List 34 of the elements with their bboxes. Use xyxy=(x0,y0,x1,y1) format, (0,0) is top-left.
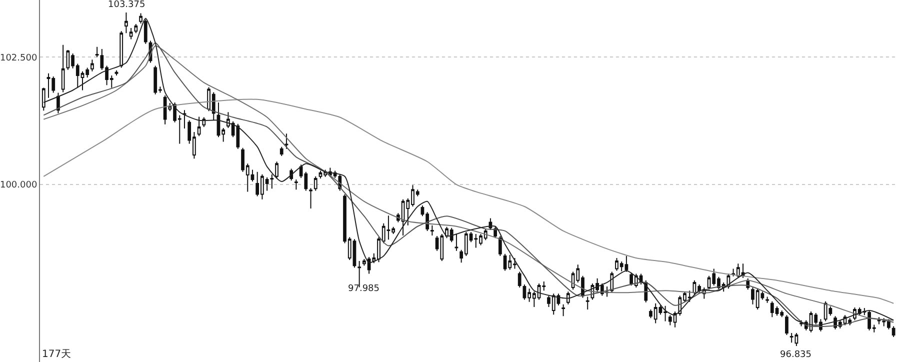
y-tick-label: 100.000 xyxy=(0,180,38,191)
candlestick xyxy=(892,326,896,338)
annotation: 103.375 xyxy=(108,0,146,10)
candlestick xyxy=(566,291,570,305)
candlestick xyxy=(90,59,94,72)
line-series xyxy=(43,98,894,304)
y-tick-label: 102.500 xyxy=(0,53,38,64)
candlestick xyxy=(284,133,288,150)
candlestick xyxy=(280,146,284,157)
candlestick xyxy=(275,161,278,179)
candlestick xyxy=(586,296,590,310)
candlestick xyxy=(61,44,65,93)
candlestick xyxy=(294,178,298,190)
candlestick xyxy=(182,110,186,129)
annotation: 97.985 xyxy=(348,284,380,294)
candlestick xyxy=(124,12,128,34)
candlestick xyxy=(518,271,522,288)
candlestick xyxy=(314,176,318,192)
annotation: 96.835 xyxy=(780,350,812,360)
candlestick xyxy=(114,70,118,76)
candlestick xyxy=(309,188,312,210)
candlestick xyxy=(785,314,788,336)
candlestick xyxy=(562,304,565,317)
candlestick xyxy=(766,296,769,304)
candlestick xyxy=(120,30,124,68)
annotation: 177天 xyxy=(42,349,72,360)
candlestick xyxy=(134,23,138,34)
candlestick xyxy=(42,87,46,112)
candlestick xyxy=(56,92,60,114)
candlestick xyxy=(454,233,458,252)
candlestick xyxy=(197,116,201,137)
candlestick xyxy=(498,236,502,256)
candlestick xyxy=(129,28,133,40)
candlestick xyxy=(430,224,434,236)
